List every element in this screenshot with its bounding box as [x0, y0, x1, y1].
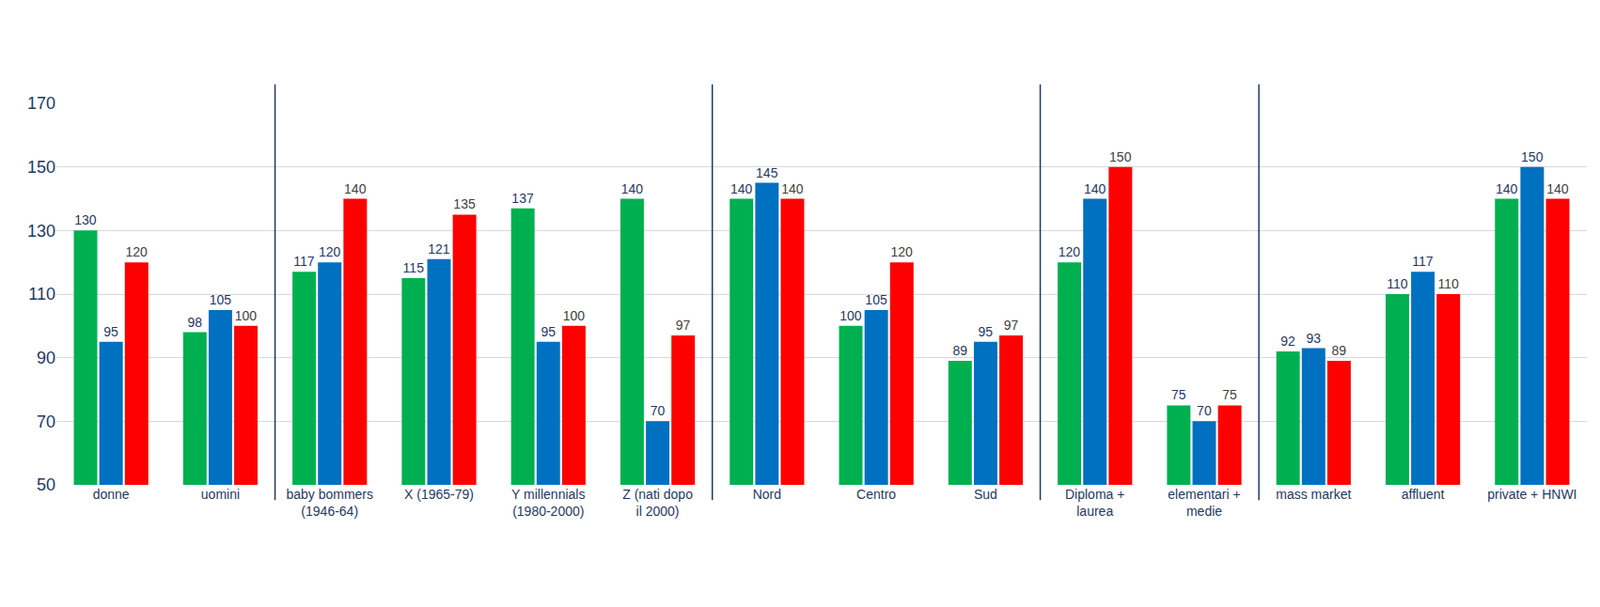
svg-text:uomini: uomini — [201, 486, 240, 502]
svg-text:120: 120 — [890, 244, 913, 260]
svg-text:105: 105 — [209, 292, 233, 308]
svg-text:98: 98 — [187, 314, 203, 330]
svg-text:95: 95 — [103, 324, 119, 340]
svg-text:Sud: Sud — [973, 486, 998, 502]
svg-text:140: 140 — [781, 181, 804, 197]
svg-text:donne: donne — [93, 486, 130, 502]
svg-text:170: 170 — [27, 94, 56, 113]
svg-text:105: 105 — [864, 292, 888, 308]
svg-text:89: 89 — [952, 343, 968, 359]
svg-text:92: 92 — [1280, 333, 1296, 349]
svg-text:100: 100 — [839, 308, 863, 324]
svg-text:affluent: affluent — [1401, 486, 1445, 502]
svg-text:120: 120 — [318, 244, 342, 260]
svg-text:140: 140 — [1546, 181, 1569, 197]
svg-text:90: 90 — [36, 348, 56, 368]
svg-text:120: 120 — [125, 244, 148, 260]
svg-text:145: 145 — [755, 165, 779, 181]
svg-text:117: 117 — [1411, 253, 1434, 269]
svg-text:110: 110 — [1437, 276, 1459, 292]
svg-text:97: 97 — [675, 317, 691, 333]
svg-text:70: 70 — [650, 403, 666, 419]
svg-text:140: 140 — [344, 181, 367, 197]
svg-text:75: 75 — [1171, 387, 1187, 403]
svg-text:95: 95 — [540, 324, 556, 340]
svg-text:140: 140 — [730, 181, 753, 197]
svg-text:50: 50 — [36, 475, 56, 495]
svg-text:89: 89 — [1332, 343, 1348, 359]
svg-text:70: 70 — [1196, 403, 1212, 419]
svg-text:mass market: mass market — [1275, 486, 1351, 502]
svg-text:140: 140 — [1495, 181, 1519, 197]
svg-text:110: 110 — [1386, 276, 1409, 292]
svg-text:Z (nati dopoil 2000): Z (nati dopoil 2000) — [622, 486, 693, 519]
svg-text:baby bommers(1946-64): baby bommers(1946-64) — [285, 486, 374, 519]
svg-text:140: 140 — [621, 181, 644, 197]
svg-text:110: 110 — [28, 284, 56, 304]
svg-text:150: 150 — [1521, 149, 1544, 165]
svg-text:Y millennials(1980-2000): Y millennials(1980-2000) — [511, 486, 585, 519]
svg-text:140: 140 — [1083, 181, 1107, 197]
svg-text:Centro: Centro — [856, 486, 896, 502]
svg-text:Nord: Nord — [752, 486, 782, 502]
svg-text:135: 135 — [453, 196, 476, 212]
svg-text:Diploma +laurea: Diploma +laurea — [1065, 486, 1125, 519]
svg-text:120: 120 — [1058, 244, 1082, 260]
svg-text:137: 137 — [511, 190, 534, 206]
svg-text:150: 150 — [1109, 149, 1132, 165]
svg-text:95: 95 — [978, 324, 994, 340]
svg-text:elementari +medie: elementari +medie — [1167, 486, 1240, 519]
svg-text:121: 121 — [427, 241, 451, 257]
svg-text:130: 130 — [27, 221, 56, 241]
svg-text:100: 100 — [563, 308, 586, 324]
svg-text:X (1965-79): X (1965-79) — [404, 486, 474, 502]
svg-text:117: 117 — [293, 253, 315, 269]
svg-text:150: 150 — [27, 157, 56, 177]
svg-text:private + HNWI: private + HNWI — [1487, 486, 1577, 502]
svg-text:75: 75 — [1222, 387, 1238, 403]
svg-text:115: 115 — [403, 260, 425, 276]
svg-text:70: 70 — [36, 412, 56, 432]
svg-text:100: 100 — [235, 308, 258, 324]
svg-text:93: 93 — [1305, 330, 1321, 346]
svg-text:130: 130 — [74, 212, 97, 228]
svg-text:97: 97 — [1003, 317, 1020, 333]
